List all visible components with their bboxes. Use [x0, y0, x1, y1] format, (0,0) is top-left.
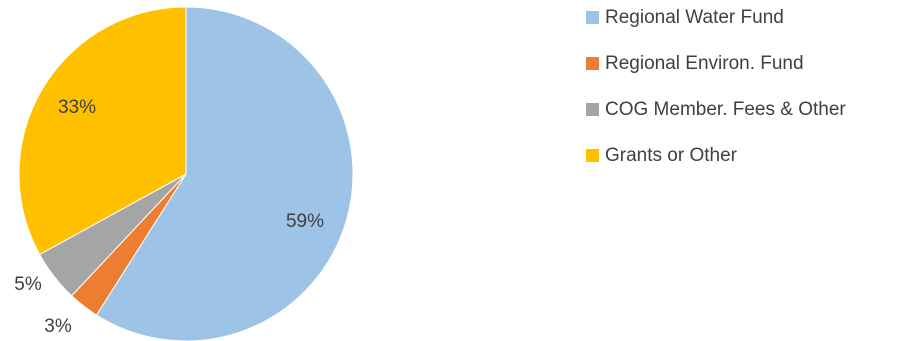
slice-label-cog-member-fees: 5%: [14, 274, 42, 295]
legend-item-regional-environ-fund: Regional Environ. Fund: [586, 52, 846, 75]
slice-label-regional-environ-fund: 3%: [44, 316, 72, 337]
legend-label: Regional Environ. Fund: [605, 52, 804, 74]
legend-item-regional-water-fund: Regional Water Fund: [586, 6, 846, 29]
slice-label-regional-water-fund: 59%: [286, 211, 324, 232]
pie-data-labels: 59% 3% 5% 33%: [14, 97, 324, 337]
slice-label-grants-or-other: 33%: [58, 97, 96, 118]
legend-label: Grants or Other: [605, 144, 737, 166]
legend-swatch-regional-water-fund: [586, 11, 599, 24]
legend-swatch-cog-member-fees: [586, 103, 599, 116]
pie-slices: [18, 6, 354, 341]
legend-item-cog-member-fees: COG Member. Fees & Other: [586, 98, 846, 121]
pie-slice-grants-or-other: [18, 6, 187, 256]
legend-item-grants-or-other: Grants or Other: [586, 144, 846, 167]
legend-swatch-regional-environ-fund: [586, 57, 599, 70]
legend-swatch-grants-or-other: [586, 149, 599, 162]
chart-legend: Regional Water Fund Regional Environ. Fu…: [586, 6, 846, 190]
legend-label: Regional Water Fund: [605, 6, 784, 28]
legend-label: COG Member. Fees & Other: [605, 98, 846, 120]
